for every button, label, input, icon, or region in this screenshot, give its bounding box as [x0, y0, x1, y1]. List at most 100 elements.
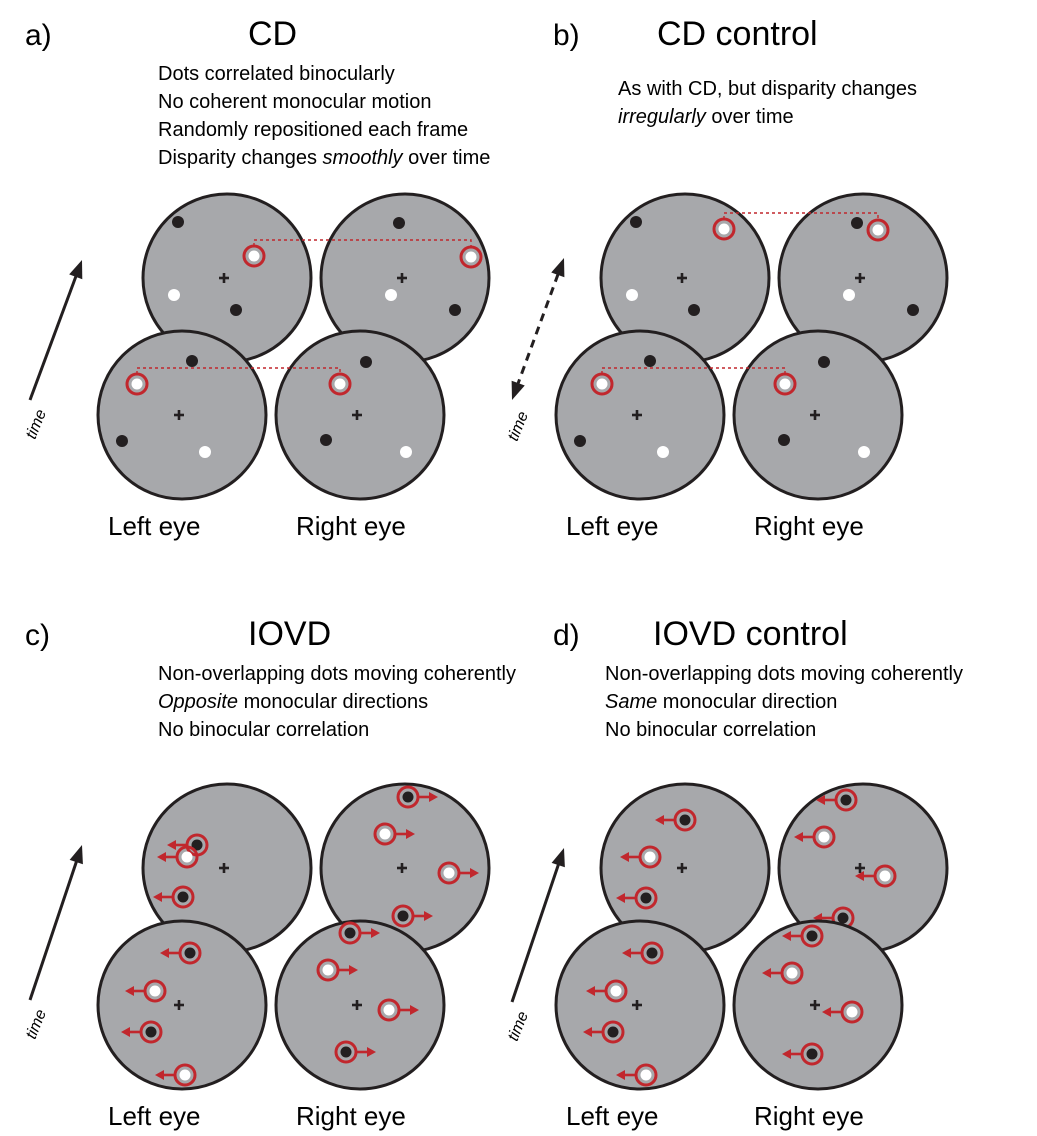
fixation-cross	[810, 1000, 820, 1010]
moving-dot	[377, 998, 419, 1022]
moving-dot	[121, 1020, 163, 1044]
highlighted-dot	[640, 941, 664, 965]
motion-arrow-head	[121, 1027, 130, 1037]
motion-arrow-head	[424, 911, 433, 921]
black-dot	[230, 304, 242, 316]
moving-dot	[655, 808, 697, 832]
correspondence-line	[723, 212, 879, 220]
description-emphasis: smoothly	[323, 147, 404, 169]
panel-title: IOVD control	[653, 615, 848, 653]
time-arrow: time	[23, 260, 83, 441]
time-label: time	[505, 409, 532, 443]
time-arrow-head	[69, 845, 83, 865]
white-dot	[640, 1069, 652, 1081]
description-text: Randomly repositioned each frame	[158, 119, 468, 141]
motion-arrow-head	[782, 1049, 791, 1059]
moving-dot	[338, 921, 380, 945]
white-dot	[248, 250, 260, 262]
description-line: Non-overlapping dots moving coherently	[605, 663, 963, 685]
black-dot	[397, 910, 409, 922]
motion-arrow-head	[157, 852, 166, 862]
highlighted-dot	[373, 822, 397, 846]
highlight-ring	[673, 808, 697, 832]
motion-arrow-head	[153, 892, 162, 902]
white-dot	[334, 378, 346, 390]
fixation-cross	[855, 273, 865, 283]
fixation-cross	[632, 1000, 642, 1010]
black-dot	[172, 216, 184, 228]
highlighted-dot	[634, 1063, 658, 1087]
motion-arrow-head	[586, 986, 595, 996]
highlight-ring	[634, 1063, 658, 1087]
panel-title: CD control	[657, 15, 818, 53]
white-dot	[718, 223, 730, 235]
right-eye-label: Right eye	[754, 511, 864, 541]
black-dot	[688, 304, 700, 316]
highlighted-dot	[873, 864, 897, 888]
right-eye-earlier-frame	[274, 919, 446, 1091]
highlight-ring	[812, 825, 836, 849]
black-dot	[116, 435, 128, 447]
left-eye-later-frame	[599, 192, 771, 364]
time-arrow-head	[551, 258, 565, 278]
motion-arrow-head	[410, 1005, 419, 1015]
white-dot	[846, 1006, 858, 1018]
highlighted-dot	[780, 961, 804, 985]
white-dot	[400, 446, 412, 458]
black-dot	[402, 791, 414, 803]
description-line: Dots correlated binocularly	[158, 63, 395, 85]
highlighted-dot	[812, 825, 836, 849]
right-eye-later-frame	[777, 782, 949, 954]
white-dot	[465, 251, 477, 263]
time-arrow-head	[69, 260, 83, 280]
highlighted-dot	[601, 1020, 625, 1044]
black-dot	[679, 814, 691, 826]
description-line: Same monocular direction	[605, 691, 837, 713]
highlighted-dot	[396, 785, 420, 809]
white-dot	[383, 1004, 395, 1016]
description-line: Opposite monocular directions	[158, 691, 428, 713]
motion-arrow-head	[622, 948, 631, 958]
moving-dot	[622, 941, 664, 965]
black-dot	[806, 1048, 818, 1060]
highlight-ring	[437, 861, 461, 885]
motion-arrow-head	[855, 871, 864, 881]
motion-arrow-head	[616, 893, 625, 903]
highlight-ring	[373, 822, 397, 846]
highlight-ring	[334, 1040, 358, 1064]
description-text: Disparity changes	[158, 147, 323, 169]
highlighted-dot	[840, 1000, 864, 1024]
motion-arrow-head	[655, 815, 664, 825]
motion-arrow-head	[155, 1070, 164, 1080]
description-text: No binocular correlation	[605, 719, 816, 741]
left-eye-earlier-frame	[96, 919, 268, 1091]
panel-letter: a)	[25, 19, 52, 52]
time-label: time	[23, 1007, 50, 1041]
white-dot	[626, 289, 638, 301]
panel-letter: d)	[553, 619, 580, 652]
motion-arrow-head	[822, 1007, 831, 1017]
correspondence-line	[253, 239, 472, 247]
highlighted-dot	[437, 861, 461, 885]
highlight-ring	[173, 1063, 197, 1087]
highlight-ring	[178, 941, 202, 965]
right-eye-later-frame	[319, 782, 491, 954]
fixation-cross	[632, 410, 642, 420]
moving-dot	[616, 886, 658, 910]
motion-arrow-head	[160, 948, 169, 958]
black-dot	[360, 356, 372, 368]
white-dot	[779, 378, 791, 390]
description-text: over time	[403, 147, 491, 169]
fixation-cross	[677, 863, 687, 873]
highlight-ring	[780, 961, 804, 985]
fixation-cross	[219, 863, 229, 873]
highlighted-dot	[338, 921, 362, 945]
highlight-ring	[638, 845, 662, 869]
motion-arrow-head	[620, 852, 629, 862]
moving-dot	[616, 1063, 658, 1087]
highlight-ring	[175, 845, 199, 869]
correspondence-line	[601, 367, 786, 374]
highlighted-dot	[638, 845, 662, 869]
time-arrow-shaft	[510, 860, 561, 1003]
